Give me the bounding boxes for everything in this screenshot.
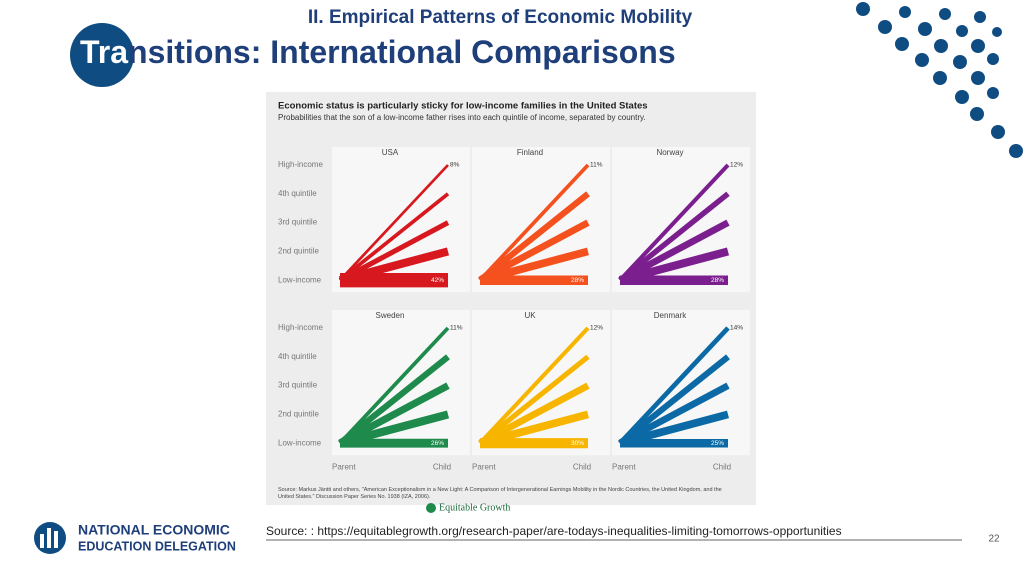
- logo-line2: EDUCATION DELEGATION: [78, 539, 236, 553]
- chart-title: Economic status is particularly sticky f…: [278, 101, 648, 112]
- logo-line1: NATIONAL ECONOMIC: [78, 522, 230, 538]
- logo: [34, 522, 66, 554]
- page-number: 22: [988, 534, 1000, 545]
- header: II. Empirical Patterns of Economic Mobil…: [308, 7, 693, 28]
- panel-title: Denmark: [654, 311, 687, 320]
- fan-line: [618, 247, 730, 285]
- value-label: 25%: [711, 440, 724, 447]
- fan-line: [478, 382, 590, 447]
- fan-line: [478, 219, 590, 284]
- fan-line: [338, 354, 450, 446]
- quintile-label: High-income: [278, 323, 323, 332]
- quintile-label: 3rd quintile: [278, 218, 318, 227]
- fan-line: [618, 191, 730, 283]
- panel-title: USA: [382, 148, 399, 157]
- fan-line: [618, 354, 730, 446]
- title-rest: nsitions: International Comparisons: [128, 34, 676, 70]
- fan-line: [478, 163, 590, 282]
- value-label: 28%: [711, 277, 724, 284]
- value-label: 8%: [450, 162, 460, 169]
- source: Source: : https://equitablegrowth.org/re…: [266, 524, 842, 538]
- fan-line: [618, 163, 730, 282]
- value-label: 26%: [431, 440, 444, 447]
- x-label: Parent: [332, 462, 356, 471]
- panel-title: Sweden: [376, 311, 405, 320]
- value-label: 11%: [590, 162, 603, 169]
- chart-source-box: Source: Markus Jäntti and others, "Ameri…: [278, 487, 722, 500]
- brand-icon: [426, 503, 436, 513]
- fan-line: [618, 382, 730, 447]
- value-label: 12%: [590, 325, 603, 332]
- x-label: Child: [713, 462, 731, 471]
- quintile-label: 2nd quintile: [278, 247, 319, 256]
- value-label: 42%: [431, 277, 444, 284]
- fan-line: [338, 220, 450, 283]
- fan-line: [478, 191, 590, 283]
- fan-line: [478, 247, 590, 284]
- panel-title: Finland: [517, 148, 543, 157]
- quintile-label: 4th quintile: [278, 189, 317, 198]
- quintile-label: Low-income: [278, 275, 322, 284]
- fan-line: [478, 326, 590, 445]
- fan-line: [338, 410, 450, 448]
- quintile-label: High-income: [278, 160, 323, 169]
- x-label: Parent: [472, 462, 496, 471]
- x-label: Child: [433, 462, 451, 471]
- fan-line: [478, 354, 590, 446]
- chart-subtitle-box: Probabilities that the son of a low-inco…: [278, 113, 646, 122]
- panel-title: UK: [524, 311, 536, 320]
- decor-dots: [856, 2, 1023, 158]
- value-label: 11%: [450, 325, 463, 332]
- fan-line: [338, 326, 450, 445]
- panel-title: Norway: [656, 148, 683, 157]
- fan-line: [339, 164, 449, 282]
- title-highlight: Tra: [80, 34, 128, 70]
- quintile-label: 2nd quintile: [278, 410, 319, 419]
- fan-line: [618, 410, 730, 447]
- value-label: 14%: [730, 325, 743, 332]
- title: Transitions: International Comparisons: [80, 34, 676, 70]
- chart-subtitle: Probabilities that the son of a low-inco…: [278, 113, 646, 122]
- chart-source: Source: Markus Jäntti and others, "Ameri…: [278, 487, 722, 500]
- value-label: 28%: [571, 277, 584, 284]
- x-label: Parent: [612, 462, 636, 471]
- fan-line: [618, 219, 730, 284]
- fan-line: [338, 192, 450, 282]
- fan-line: [618, 326, 730, 445]
- value-label: 12%: [730, 162, 743, 169]
- fan-line: [338, 382, 450, 447]
- value-label: 30%: [571, 440, 584, 447]
- x-label: Child: [573, 462, 591, 471]
- brand: Equitable Growth: [439, 502, 510, 513]
- quintile-label: 4th quintile: [278, 352, 317, 361]
- quintile-label: 3rd quintile: [278, 381, 318, 390]
- quintile-label: Low-income: [278, 438, 322, 447]
- title-badge: [70, 23, 134, 87]
